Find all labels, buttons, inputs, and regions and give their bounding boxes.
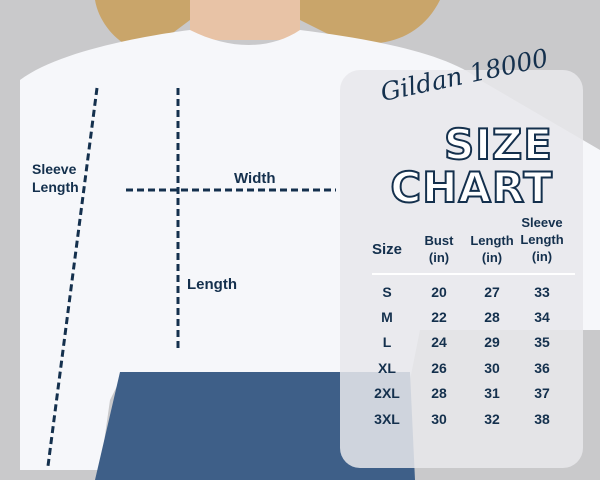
table-cell: 35	[534, 334, 550, 350]
column-header: Bust (in)	[424, 233, 454, 265]
size-title: SIZE	[443, 119, 553, 170]
jeans	[95, 372, 415, 480]
sleeve-length-line	[46, 87, 99, 467]
table-cell: 22	[431, 309, 447, 325]
header-divider	[372, 273, 575, 275]
table-cell: S	[382, 284, 392, 300]
table-cell: 38	[534, 411, 550, 427]
table-cell: 27	[484, 284, 500, 300]
table-cell: 32	[484, 411, 500, 427]
table-cell: 30	[484, 360, 500, 376]
column-header: Length (in)	[470, 233, 514, 265]
table-cell: 20	[431, 284, 447, 300]
table-cell: XL	[378, 360, 396, 376]
column-header: Sleeve Length (in)	[520, 215, 564, 264]
chart-title: CHART	[389, 162, 553, 213]
sleeve-length-label: Sleeve Length	[32, 161, 79, 195]
column-header: Size	[371, 241, 402, 258]
table-cell: 33	[534, 284, 550, 300]
neck	[190, 0, 300, 40]
table-cell: 29	[484, 334, 500, 350]
table-cell: 37	[534, 385, 550, 401]
table-cell: 28	[431, 385, 447, 401]
table-cell: 3XL	[374, 411, 400, 427]
table-cell: 30	[431, 411, 447, 427]
table-cell: L	[382, 334, 392, 350]
length-label: Length	[187, 276, 237, 293]
table-cell: M	[381, 309, 393, 325]
size-chart-panel: Gildan 18000 SIZE CHART Size Bust (in) Leng…	[340, 43, 583, 468]
table-cell: 31	[484, 385, 500, 401]
table-cell: 26	[431, 360, 447, 376]
table-cell: 2XL	[374, 385, 400, 401]
table-cell: 34	[534, 309, 550, 325]
table-cell: 28	[484, 309, 500, 325]
table-cell: 36	[534, 360, 550, 376]
width-label: Width	[234, 170, 276, 187]
table-cell: 24	[431, 334, 447, 350]
